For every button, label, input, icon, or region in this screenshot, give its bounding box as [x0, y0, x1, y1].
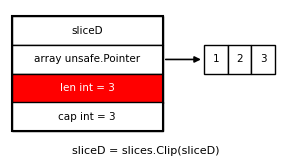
Bar: [204, 45, 228, 74]
Bar: [12, 74, 163, 102]
Text: array unsafe.Pointer: array unsafe.Pointer: [34, 54, 140, 64]
Bar: [12, 16, 163, 45]
Text: 2: 2: [236, 54, 243, 64]
Text: cap int = 3: cap int = 3: [58, 112, 116, 122]
Text: sliceD: sliceD: [72, 26, 103, 36]
Bar: [12, 45, 163, 74]
Bar: [228, 45, 251, 74]
Text: 1: 1: [212, 54, 219, 64]
Bar: [251, 45, 275, 74]
Text: 3: 3: [260, 54, 267, 64]
Bar: [12, 102, 163, 131]
Text: sliceD = slices.Clip(sliceD): sliceD = slices.Clip(sliceD): [72, 146, 219, 156]
Text: len int = 3: len int = 3: [60, 83, 115, 93]
Bar: [12, 16, 163, 131]
